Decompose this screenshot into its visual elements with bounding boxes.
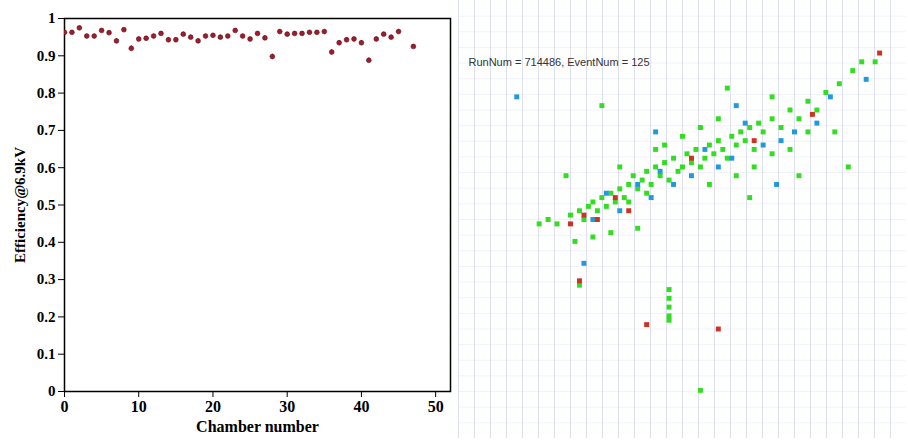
svg-text:20: 20 [205, 398, 221, 415]
svg-text:0.8: 0.8 [37, 85, 56, 101]
svg-text:0.9: 0.9 [37, 48, 56, 64]
svg-text:0.1: 0.1 [37, 346, 56, 362]
svg-text:0.6: 0.6 [37, 160, 56, 176]
svg-text:0.3: 0.3 [37, 271, 56, 287]
svg-text:Chamber number: Chamber number [196, 418, 319, 435]
svg-text:0.5: 0.5 [37, 197, 56, 213]
svg-text:Efficiency@6.9kV: Efficiency@6.9kV [12, 147, 28, 263]
svg-text:0.7: 0.7 [37, 122, 56, 138]
svg-text:30: 30 [279, 398, 295, 415]
svg-text:0.2: 0.2 [37, 309, 56, 325]
svg-text:0.4: 0.4 [37, 234, 56, 250]
svg-text:0: 0 [61, 398, 69, 415]
svg-text:RunNum = 714486, EventNum = 12: RunNum = 714486, EventNum = 125 [469, 56, 650, 68]
svg-text:10: 10 [131, 398, 147, 415]
svg-text:0: 0 [48, 383, 56, 399]
svg-text:1: 1 [48, 10, 56, 26]
svg-text:40: 40 [353, 398, 369, 415]
svg-text:50: 50 [428, 398, 444, 415]
